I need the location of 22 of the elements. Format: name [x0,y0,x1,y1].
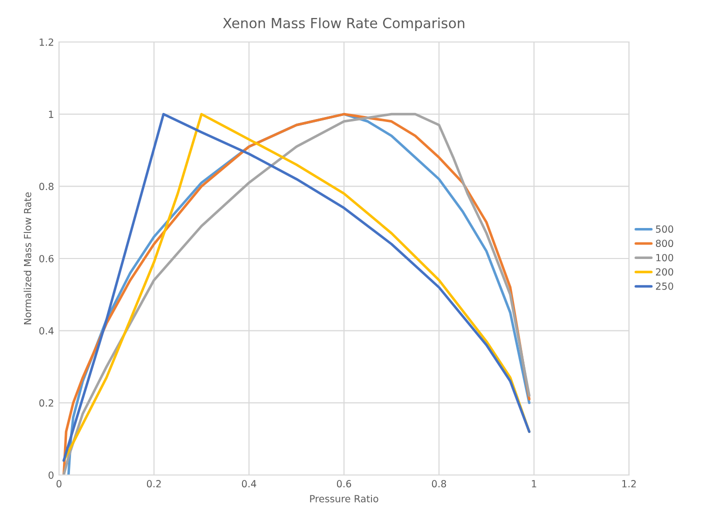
y-tick-label: 0 [48,471,54,479]
y-tick-label: 1 [49,110,54,118]
y-tick-label: 0.6 [39,254,54,262]
y-axis-title: Normalized Mass Flow Rate [24,192,32,324]
x-tick-label: 0.2 [146,480,161,488]
x-tick-label: 0.8 [432,480,446,488]
legend-label: 500 [656,225,674,233]
legend-label: 100 [656,254,674,262]
x-axis-title: Pressure Ratio [310,494,378,502]
y-tick-label: 0.8 [39,182,54,190]
x-tick-label: 1.2 [622,480,636,488]
x-tick-label: 0.6 [336,480,352,488]
chart-title: Xenon Mass Flow Rate Comparison [222,18,464,31]
y-tick-label: 0.4 [39,327,54,334]
legend-label: 800 [656,240,674,248]
y-tick-label: 1.2 [40,38,54,46]
y-tick-label: 0.2 [39,399,54,407]
x-tick-label: 0 [56,480,62,488]
legend-label: 200 [656,268,674,276]
x-tick-label: 0.4 [242,480,256,488]
x-tick-label: 1 [532,480,536,488]
legend-label: 250 [656,282,674,290]
